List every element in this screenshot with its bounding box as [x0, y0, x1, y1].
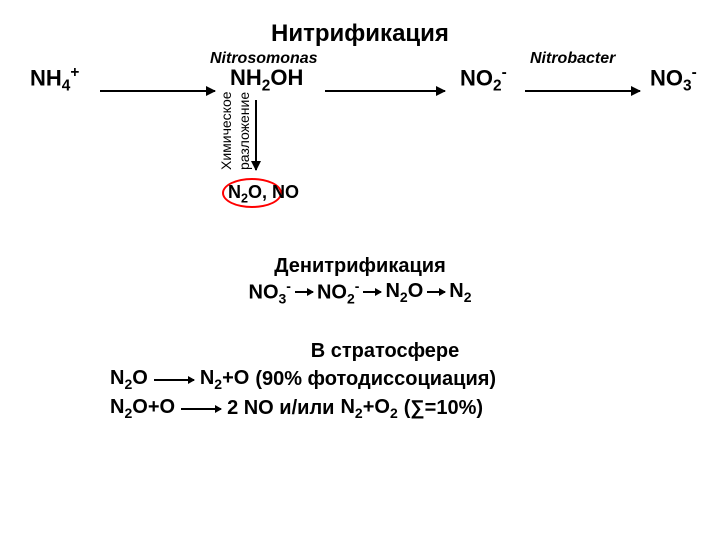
denitr-no2: NO2- [317, 278, 359, 307]
denitr-n2: N2 [449, 280, 471, 305]
arrow-no2-no3 [525, 90, 640, 92]
denitr-no3: NO3- [249, 278, 291, 307]
arrow-icon [363, 291, 381, 293]
arrow-nh4-nh2oh [100, 90, 215, 92]
species-no2: NO2- [460, 64, 507, 96]
denitrification-sequence: NO3- NO2- N2O N2 [249, 278, 472, 307]
stratosphere-line1: N2O N2+O (90% фотодиссоциация) [110, 367, 660, 392]
arrow-chemical-decomposition [255, 100, 257, 170]
nh4-sup: + [70, 64, 79, 81]
species-nh4: NH4+ [30, 64, 79, 96]
vertical-label-1: Химическое [218, 91, 234, 170]
denitrification-block: Денитрификация NO3- NO2- N2O N2 [0, 255, 720, 307]
no3-base: NO [650, 65, 683, 90]
page-title: Нитрификация [0, 0, 720, 48]
nh2oh-base: NH [230, 65, 262, 90]
stratosphere-line2: N2O+O 2 NO и/или N2+O2 (∑=10%) [110, 396, 660, 421]
nh4-base: NH [30, 65, 62, 90]
nh2oh-tail: OH [270, 65, 303, 90]
no2-base: NO [460, 65, 493, 90]
strat2-lhs: N2O+O [110, 396, 175, 421]
species-no3: NO3- [650, 64, 697, 96]
denitr-n2o: N2O [385, 280, 423, 305]
no2-sub: 2 [493, 78, 502, 95]
stratosphere-block: В стратосфере N2O N2+O (90% фотодиссоциа… [110, 340, 660, 421]
byproduct-a-sub: 2 [241, 192, 248, 206]
byproduct-label: N2O, NO [228, 182, 299, 206]
strat2-rhs-b: N2+O2 [340, 396, 397, 421]
strat1-note: (90% фотодиссоциация) [255, 368, 496, 391]
bacteria-nitrobacter: Nitrobacter [530, 50, 615, 68]
arrow-icon [181, 408, 221, 410]
no3-sub: 3 [683, 78, 692, 95]
no3-sup: - [692, 64, 697, 81]
arrow-icon [295, 291, 313, 293]
no2-sup: - [502, 64, 507, 81]
byproduct-a-base: N [228, 182, 241, 202]
arrow-icon [154, 379, 194, 381]
byproduct-a-tail: O, [248, 182, 267, 202]
arrow-nh2oh-no2 [325, 90, 445, 92]
strat1-lhs: N2O [110, 367, 148, 392]
denitrification-title: Денитрификация [0, 255, 720, 278]
arrow-icon [427, 291, 445, 293]
strat2-rhs-a: 2 NO и/или [227, 397, 334, 420]
byproduct-b: NO [272, 182, 299, 202]
stratosphere-title: В стратосфере [110, 340, 660, 363]
species-nh2oh: NH2OH [230, 65, 303, 95]
strat2-note: (∑=10%) [404, 397, 483, 420]
strat1-rhs: N2+O [200, 367, 250, 392]
vertical-label-2: разложение [236, 92, 252, 170]
